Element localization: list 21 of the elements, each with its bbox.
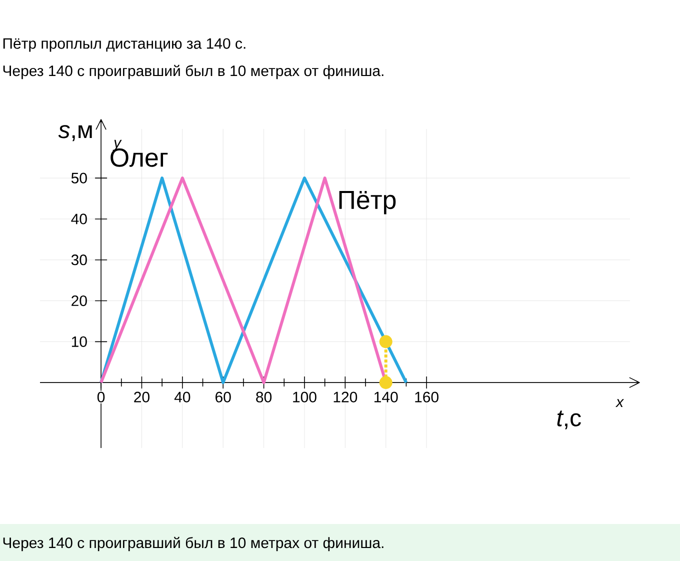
text: Через 140 с проигравший был в 10 метрах от финиша.	[3, 536, 384, 552]
x-tick-label: 20	[134, 392, 150, 402]
x-tick-label: 120	[334, 392, 358, 402]
x-tick-label: 60	[216, 392, 231, 402]
x-tick-label: 0	[97, 392, 105, 402]
annotation: x	[615, 399, 624, 408]
y-tick-label: 40	[71, 214, 87, 224]
y-tick-label: 10	[72, 336, 87, 347]
y-tick-label: 30	[71, 254, 87, 266]
x-tick-label: 80	[256, 392, 272, 402]
chart-title: Пётр проплыл дистанцию за 140 с.	[3, 38, 246, 52]
series-label: Пётр	[339, 190, 396, 214]
x-tick-label: 40	[174, 392, 190, 402]
x-tick-label: 100	[293, 392, 316, 402]
y-axis-title: s,м	[58, 125, 92, 142]
x-axis-title: t,с	[557, 410, 581, 430]
y-tick-label: 20	[72, 295, 87, 306]
y-tick-label: 50	[71, 172, 87, 184]
x-tick-label: 160	[415, 392, 438, 402]
chart-subtitle: Через 140 с проигравший был в 10 метрах от финиша.	[3, 64, 384, 80]
x-tick-label: 140	[374, 392, 398, 402]
